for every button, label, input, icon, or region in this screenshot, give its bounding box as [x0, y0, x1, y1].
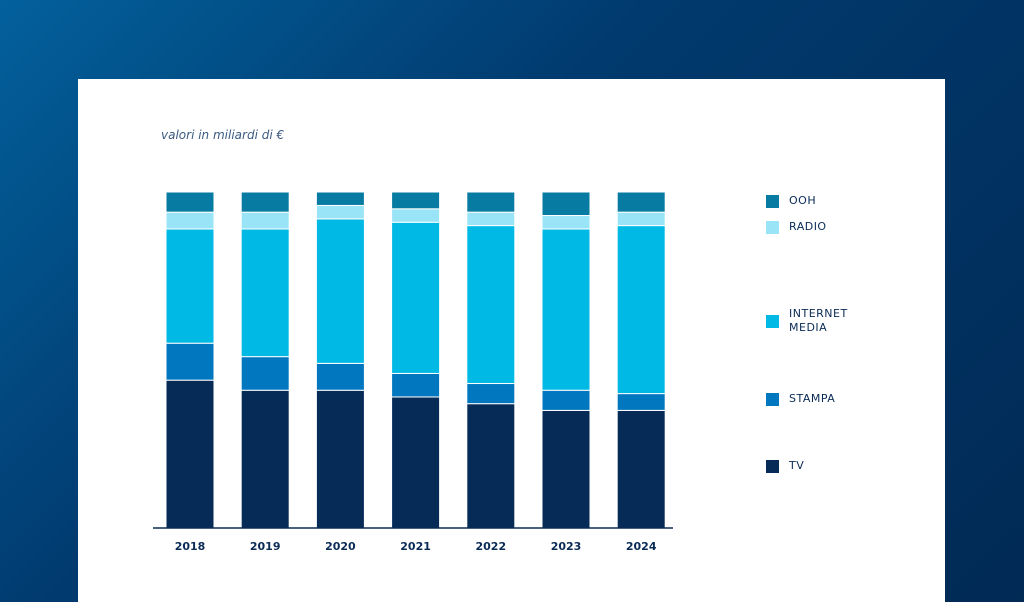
- x-tick-label: 2022: [475, 540, 506, 553]
- chart-subtitle: valori in miliardi di €: [161, 128, 284, 142]
- bar-segment: [165, 211, 215, 230]
- legend-item: OOH: [766, 194, 869, 208]
- bar-segment: [240, 356, 290, 391]
- legend-label: TV: [789, 459, 805, 472]
- bar-segment: [616, 409, 666, 529]
- legend-item: RADIO: [766, 220, 869, 234]
- legend-swatch: [766, 194, 779, 208]
- legend-label: STAMPA: [789, 392, 836, 405]
- bar-segment: [165, 342, 215, 381]
- bar-segment: [391, 191, 441, 210]
- bar-segment: [466, 211, 516, 227]
- bar-segment: [616, 393, 666, 411]
- bar-segment: [240, 228, 290, 358]
- legend-swatch: [766, 459, 779, 473]
- bar-segment: [391, 372, 441, 398]
- x-tick-label: 2024: [626, 540, 657, 553]
- bar-segment: [315, 218, 365, 364]
- x-tick-label: 2019: [250, 540, 281, 553]
- bar-segment: [541, 389, 591, 411]
- bar-segment: [240, 191, 290, 213]
- bar-segment: [315, 389, 365, 529]
- bar-segment: [616, 191, 666, 213]
- bar-segment: [165, 191, 215, 213]
- legend-swatch: [766, 314, 779, 328]
- bar-segment: [466, 191, 516, 213]
- legend-swatch: [766, 392, 779, 406]
- bar-segment: [240, 389, 290, 529]
- bar-segment: [240, 211, 290, 230]
- legend-label: RADIO: [789, 220, 827, 233]
- bar-segment: [315, 204, 365, 220]
- bar-segment: [616, 211, 666, 227]
- bar-segment: [466, 225, 516, 385]
- bar-segment: [391, 221, 441, 374]
- legend-label: INTERNET MEDIA: [789, 307, 848, 334]
- legend-item: TV: [766, 459, 869, 473]
- bar-segment: [391, 208, 441, 223]
- bar-segment: [616, 225, 666, 395]
- bar-segment: [165, 228, 215, 344]
- bar-segment: [541, 215, 591, 230]
- x-tick-label: 2020: [325, 540, 356, 553]
- bar-segment: [541, 409, 591, 529]
- bar-segment: [391, 396, 441, 529]
- legend-item: STAMPA: [766, 392, 869, 406]
- x-tick-label: 2018: [175, 540, 206, 553]
- bar-segment: [315, 362, 365, 391]
- bar-segment: [541, 228, 591, 391]
- legend-label: OOH: [789, 194, 817, 207]
- bar-segment: [165, 379, 215, 529]
- bar-segment: [541, 191, 591, 217]
- bar-segment: [466, 383, 516, 405]
- bar-segment: [466, 403, 516, 529]
- x-tick-label: 2021: [400, 540, 431, 553]
- legend-item: INTERNET MEDIA: [766, 307, 869, 335]
- bar-segment: [315, 191, 365, 206]
- legend-swatch: [766, 220, 779, 234]
- x-tick-label: 2023: [551, 540, 582, 553]
